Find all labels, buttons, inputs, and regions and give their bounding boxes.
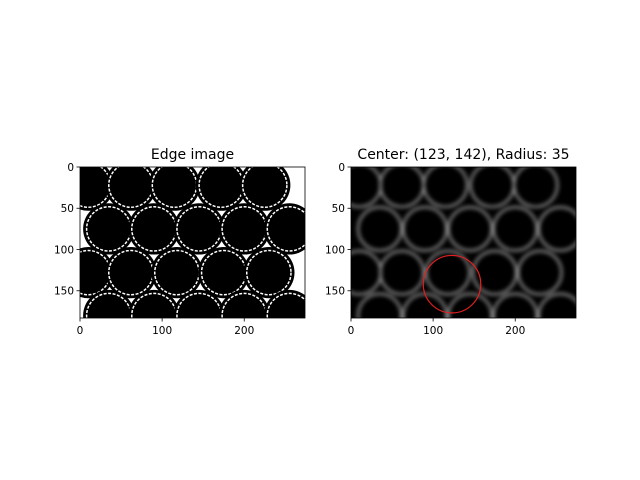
edge-image-y-tick-label: 150 (54, 286, 74, 298)
gray-ring (492, 292, 538, 318)
gray-ring (537, 206, 576, 252)
edge-interior (179, 209, 219, 249)
edge-interior (80, 252, 108, 293)
detection-background (351, 167, 576, 318)
detection-y-tick-label: 150 (325, 286, 345, 298)
gray-ring (471, 249, 518, 296)
edge-interior (269, 295, 305, 318)
detection-ticks: 0 100 200 0 50 100 150 (325, 162, 525, 337)
gray-ring (402, 206, 448, 252)
edge-image-ticks: 0 100 200 0 50 100 150 (54, 162, 254, 337)
detection-panel: Center: (123, 142), Radius: 35 0 100 200 0 5… (325, 147, 577, 337)
gray-ring (425, 249, 471, 296)
edge-image-plot (80, 167, 305, 318)
edge-ring (245, 249, 292, 296)
edge-image-y-tick-label: 0 (67, 162, 74, 174)
edge-interior (245, 167, 285, 205)
gray-ring (447, 206, 493, 252)
detection-frame (350, 166, 577, 319)
edge-interior (80, 167, 108, 205)
edge-interior (111, 252, 151, 293)
edge-ring (266, 292, 305, 318)
edge-interior (89, 209, 129, 249)
edge-interior (204, 252, 244, 293)
edge-image-x-tick-label: 0 (77, 325, 84, 337)
gray-ring (447, 292, 493, 318)
gray-ring (517, 249, 563, 296)
detection-x-tick-label: 0 (348, 325, 355, 337)
detection-title: Center: (123, 142), Radius: 35 (357, 147, 569, 163)
edge-interior (134, 209, 174, 249)
gray-ring (357, 206, 403, 252)
detection-y-tick-label: 50 (332, 203, 345, 215)
edge-image-x-tick-label: 200 (234, 325, 254, 337)
gray-ring (513, 167, 559, 208)
edge-interior (224, 295, 264, 318)
detection-y-tick-label: 0 (338, 162, 345, 174)
gray-ring (492, 206, 538, 252)
edge-interior (157, 252, 197, 293)
detection-x-tick-label: 200 (505, 325, 525, 337)
edge-ring (266, 206, 305, 252)
gray-ring (379, 249, 425, 296)
edge-interior (201, 167, 241, 205)
detection-y-tick-label: 100 (325, 244, 345, 256)
grayscale-circles (351, 167, 576, 318)
edge-image-frame (79, 166, 306, 319)
detection-plot (351, 167, 576, 318)
gray-ring (422, 167, 469, 208)
edge-interior (111, 167, 151, 205)
edge-image-circles (80, 167, 305, 318)
edge-image-y-tick-label: 100 (54, 244, 74, 256)
edge-image-y-tick-label: 50 (61, 203, 74, 215)
edge-image-x-tick-label: 100 (152, 325, 172, 337)
detected-circle (422, 254, 482, 314)
edge-ring (241, 167, 288, 209)
edge-image-title: Edge image (151, 147, 234, 163)
edge-interior (269, 209, 305, 249)
edge-interior (179, 295, 219, 318)
edge-interior (89, 295, 129, 318)
gray-ring (537, 292, 576, 318)
edge-interior (154, 167, 195, 205)
edge-interior (249, 252, 289, 293)
edge-image-panel: Edge image 0 100 200 0 50 100 150 (54, 147, 306, 337)
detection-x-tick-label: 100 (423, 325, 443, 337)
gray-ring (357, 292, 403, 318)
edge-interior (224, 209, 264, 249)
edge-interior (134, 295, 174, 318)
